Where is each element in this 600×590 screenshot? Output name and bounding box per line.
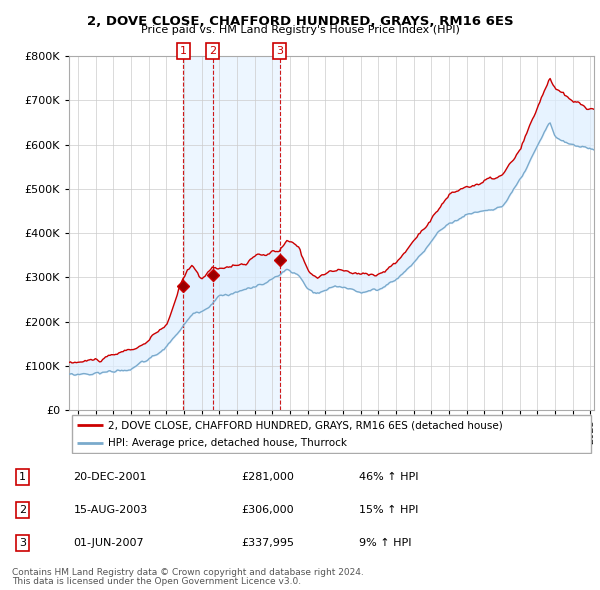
Text: 46% ↑ HPI: 46% ↑ HPI bbox=[359, 471, 418, 481]
Bar bbox=[184, 56, 212, 410]
Text: £306,000: £306,000 bbox=[241, 505, 294, 515]
Text: 1: 1 bbox=[180, 46, 187, 56]
FancyBboxPatch shape bbox=[71, 415, 592, 454]
Text: 1: 1 bbox=[19, 471, 26, 481]
Text: Price paid vs. HM Land Registry's House Price Index (HPI): Price paid vs. HM Land Registry's House … bbox=[140, 25, 460, 35]
Text: This data is licensed under the Open Government Licence v3.0.: This data is licensed under the Open Gov… bbox=[12, 577, 301, 586]
Text: 3: 3 bbox=[276, 46, 283, 56]
Text: £281,000: £281,000 bbox=[241, 471, 294, 481]
Text: 9% ↑ HPI: 9% ↑ HPI bbox=[359, 538, 412, 548]
Text: 3: 3 bbox=[19, 538, 26, 548]
Text: 2, DOVE CLOSE, CHAFFORD HUNDRED, GRAYS, RM16 6ES (detached house): 2, DOVE CLOSE, CHAFFORD HUNDRED, GRAYS, … bbox=[109, 420, 503, 430]
Text: 20-DEC-2001: 20-DEC-2001 bbox=[74, 471, 147, 481]
Text: 01-JUN-2007: 01-JUN-2007 bbox=[74, 538, 144, 548]
Text: 15% ↑ HPI: 15% ↑ HPI bbox=[359, 505, 418, 515]
Text: 15-AUG-2003: 15-AUG-2003 bbox=[74, 505, 148, 515]
Text: 2, DOVE CLOSE, CHAFFORD HUNDRED, GRAYS, RM16 6ES: 2, DOVE CLOSE, CHAFFORD HUNDRED, GRAYS, … bbox=[86, 15, 514, 28]
Text: Contains HM Land Registry data © Crown copyright and database right 2024.: Contains HM Land Registry data © Crown c… bbox=[12, 568, 364, 576]
Text: 2: 2 bbox=[19, 505, 26, 515]
Text: 2: 2 bbox=[209, 46, 216, 56]
Bar bbox=[212, 56, 280, 410]
Text: HPI: Average price, detached house, Thurrock: HPI: Average price, detached house, Thur… bbox=[109, 438, 347, 448]
Text: £337,995: £337,995 bbox=[241, 538, 294, 548]
